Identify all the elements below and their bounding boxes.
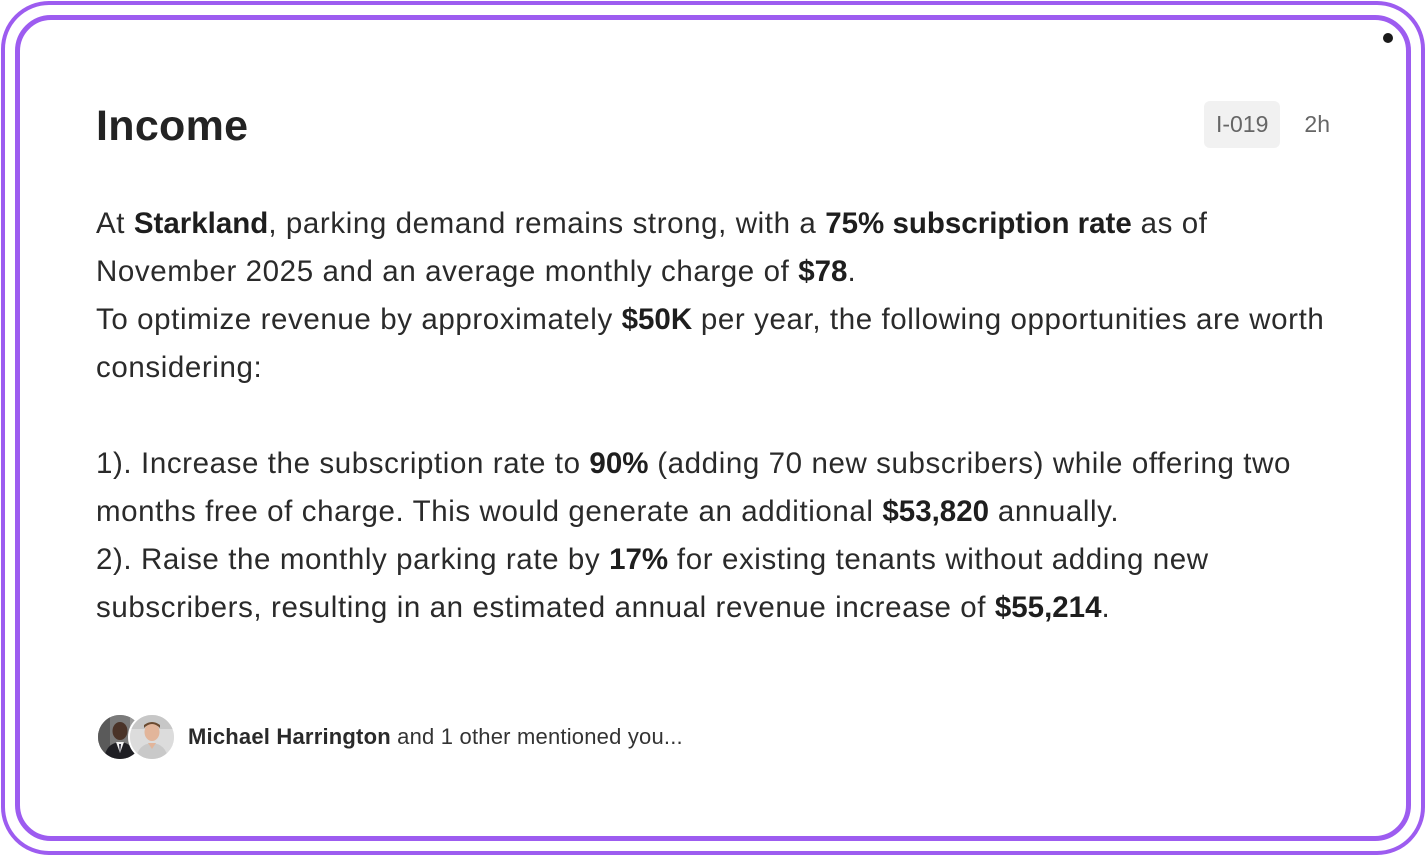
target-rate: 90% [589,447,649,480]
card-meta: I-019 2h [1203,101,1330,148]
unread-indicator-dot [1383,33,1393,43]
card-body: At Starkland, parking demand remains str… [96,200,1336,632]
property-name: Starkland [133,207,269,240]
monthly-charge: $78 [798,255,848,288]
card-title: Income [96,102,249,150]
id-badge[interactable]: I-019 [1203,101,1281,148]
intro-paragraph: At Starkland, parking demand remains str… [96,207,1208,288]
avatar-stack [96,713,178,761]
revenue-target: $50K [621,303,693,336]
notification-card[interactable] [15,15,1411,841]
additional-revenue: $53,820 [882,495,990,528]
opportunity-item-1: 1). Increase the subscription rate to 90… [96,447,1292,528]
revenue-increase: $55,214 [994,591,1102,624]
subscription-rate: 75% subscription rate [825,207,1132,240]
mention-text: Michael Harrington and 1 other mentioned… [188,724,683,749]
mention-footer[interactable]: Michael Harrington and 1 other mentioned… [96,713,683,761]
rate-increase: 17% [609,543,669,576]
avatar [128,713,176,761]
mention-author[interactable]: Michael Harrington [188,724,391,749]
opportunity-item-2: 2). Raise the monthly parking rate by 17… [96,543,1209,624]
goal-paragraph: To optimize revenue by approximately $50… [96,303,1325,384]
timestamp: 2h [1304,111,1330,137]
